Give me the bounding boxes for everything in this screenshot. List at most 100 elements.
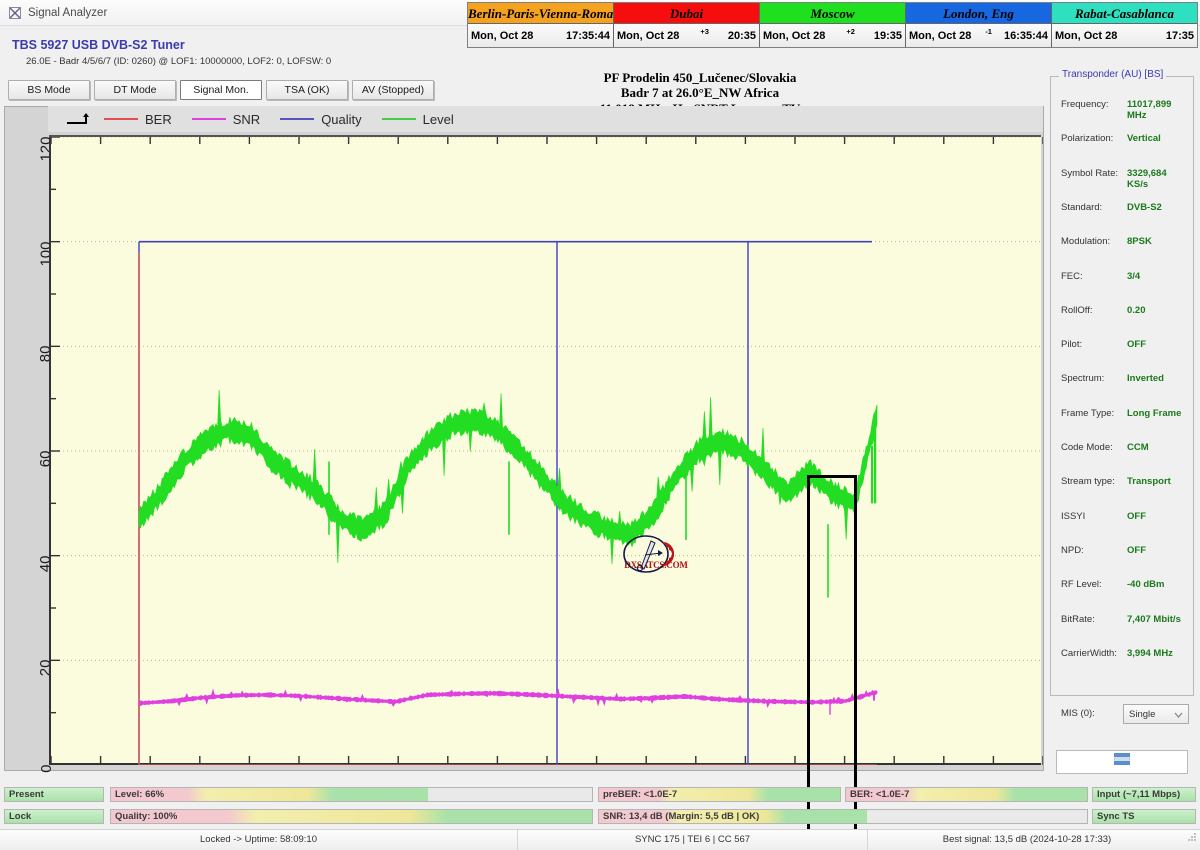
status-bar-label: preBER: <1.0E-7 bbox=[603, 789, 678, 800]
transponder-value: Long Frame bbox=[1127, 407, 1182, 419]
transponder-row: Frequency: 11017,899 MHz bbox=[1061, 99, 1189, 121]
transponder-value: OFF bbox=[1127, 339, 1146, 351]
status-bar-fill bbox=[111, 788, 429, 801]
transponder-panel: Transponder (AU) [BS] MIS (0): Single Fr… bbox=[1050, 69, 1194, 724]
tab-tsa-ok[interactable]: TSA (OK) bbox=[266, 80, 348, 100]
legend-label: Quality bbox=[321, 111, 362, 127]
status-bar-present: Present bbox=[4, 787, 104, 802]
signal-analyzer-icon bbox=[8, 6, 22, 20]
clock-city-name: Moscow bbox=[760, 3, 905, 24]
status-bar-lock: Lock bbox=[4, 809, 104, 824]
clock-time-row: Mon, Oct 28 17:35 bbox=[1052, 24, 1197, 47]
clock-card: Dubai Mon, Oct 28 +3 20:35 bbox=[614, 3, 760, 47]
transponder-key: BitRate: bbox=[1061, 613, 1095, 625]
transponder-value: 3/4 bbox=[1127, 270, 1141, 282]
mis-value: Single bbox=[1129, 708, 1156, 720]
transponder-row: BitRate: 7,407 Mbit/s bbox=[1061, 614, 1189, 630]
status-bar-label: SNR: 13,4 dB (Margin: 5,5 dB | OK) bbox=[603, 811, 760, 822]
transponder-row: Stream type: Transport bbox=[1061, 476, 1189, 492]
transponder-row: Modulation: 8PSK bbox=[1061, 236, 1189, 252]
status-bar-label: BER: <1.0E-7 bbox=[850, 789, 910, 800]
status-bar-label: Lock bbox=[9, 811, 32, 822]
tuner-info: TBS 5927 USB DVB-S2 Tuner 26.0E - Badr 4… bbox=[12, 38, 331, 67]
clock-date: Mon, Oct 28 bbox=[763, 29, 826, 42]
clock-utc-offset: +2 bbox=[846, 27, 855, 36]
status-bar-fill bbox=[846, 788, 1087, 801]
clock-card: Berlin-Paris-Vienna-Roma Mon, Oct 28 17:35… bbox=[468, 3, 614, 47]
status-bar-fill bbox=[599, 788, 840, 801]
clock-city-name: Dubai bbox=[614, 3, 759, 24]
clock-time: 20:35 bbox=[727, 29, 756, 42]
transponder-value: Vertical bbox=[1127, 133, 1161, 145]
satellite-dish-icon bbox=[623, 535, 674, 573]
transponder-list-button[interactable] bbox=[1056, 750, 1188, 774]
mis-dropdown[interactable]: Single bbox=[1123, 704, 1189, 724]
watermark: DXSATCS.COM bbox=[621, 535, 691, 597]
transponder-value: 3329,684 KS/s bbox=[1127, 167, 1167, 190]
clock-city-name: Berlin-Paris-Vienna-Roma bbox=[468, 3, 613, 24]
watermark-text: DXSATCS.COM bbox=[624, 560, 688, 570]
list-icon bbox=[1113, 753, 1131, 771]
transponder-value: CCM bbox=[1127, 442, 1149, 453]
status-bar-fill bbox=[5, 810, 103, 823]
chart-traces bbox=[51, 137, 1043, 765]
legend-swatch bbox=[104, 118, 138, 120]
cursor-arrow-icon bbox=[66, 112, 92, 126]
status-bar-quality: Quality: 100% bbox=[110, 809, 593, 824]
tuner-details: 26.0E - Badr 4/5/6/7 (ID: 0260) @ LOF1: … bbox=[26, 56, 332, 67]
legend-item: Quality bbox=[280, 111, 362, 127]
transponder-key: Frame Type: bbox=[1061, 407, 1115, 419]
transponder-key: FEC: bbox=[1061, 270, 1083, 282]
legend-label: SNR bbox=[232, 111, 261, 127]
clock-card: Rabat-Casablanca Mon, Oct 28 17:35 bbox=[1052, 3, 1197, 47]
transponder-value: 0.20 bbox=[1127, 304, 1146, 316]
status-uptime: Locked -> Uptime: 58:09:10 bbox=[0, 830, 518, 850]
transponder-key: Symbol Rate: bbox=[1061, 167, 1119, 179]
status-bar-fill bbox=[5, 788, 103, 801]
clock-time-row: Mon, Oct 28 17:35:44 bbox=[468, 24, 613, 47]
resize-grip[interactable] bbox=[1186, 830, 1200, 850]
transponder-key: Modulation: bbox=[1061, 236, 1111, 248]
status-bar-level: Level: 66% bbox=[110, 787, 593, 802]
transponder-key: RollOff: bbox=[1061, 304, 1093, 316]
mis-row: MIS (0): Single bbox=[1061, 704, 1189, 724]
tab-dt-mode[interactable]: DT Mode bbox=[94, 80, 176, 100]
clock-date: Mon, Oct 28 bbox=[471, 29, 534, 42]
clock-date: Mon, Oct 28 bbox=[1055, 29, 1118, 42]
legend-item: BER bbox=[104, 112, 172, 127]
clock-utc-offset: +3 bbox=[700, 27, 709, 36]
status-bar-label: Level: 66% bbox=[115, 789, 165, 800]
tab-av-stopped[interactable]: AV (Stopped) bbox=[352, 80, 434, 100]
transponder-row: Standard: DVB-S2 bbox=[1061, 202, 1189, 218]
transponder-key: Stream type: bbox=[1061, 476, 1115, 488]
transponder-row: RF Level: -40 dBm bbox=[1061, 579, 1189, 595]
tab-bs-mode[interactable]: BS Mode bbox=[8, 80, 90, 100]
y-axis-tick-label: 0 bbox=[37, 764, 55, 773]
status-bar-label: Quality: 100% bbox=[115, 811, 178, 822]
transponder-key: Standard: bbox=[1061, 201, 1103, 213]
transponder-row: CarrierWidth: 3,994 MHz bbox=[1061, 648, 1189, 664]
header-line-2: Badr 7 at 26.0°E_NW Africa bbox=[620, 85, 780, 101]
clock-time: 16:35:44 bbox=[1003, 29, 1048, 42]
transponder-row: Frame Type: Long Frame bbox=[1061, 408, 1189, 424]
transponder-value: DVB-S2 bbox=[1127, 201, 1162, 213]
transponder-value: 11017,899 MHz bbox=[1127, 99, 1172, 121]
transponder-value: OFF bbox=[1127, 510, 1146, 522]
tab-signal-mon[interactable]: Signal Mon. bbox=[180, 80, 262, 100]
clock-date: Mon, Oct 28 bbox=[617, 29, 680, 42]
status-sync: SYNC 175 | TEI 6 | CC 567 bbox=[518, 830, 868, 850]
transponder-key: Pilot: bbox=[1061, 339, 1083, 351]
legend-item: Level bbox=[381, 111, 454, 127]
status-bar-label: Sync TS bbox=[1097, 811, 1135, 822]
clock-time-row: Mon, Oct 28 +3 20:35 bbox=[614, 24, 759, 47]
signal-chart[interactable]: 0 20 40 60 80 100 120 DXSATCS.COM bbox=[4, 106, 1044, 846]
legend-label: Level bbox=[422, 111, 454, 127]
clock-time: 19:35 bbox=[873, 29, 902, 42]
transponder-key: Spectrum: bbox=[1061, 373, 1105, 385]
chart-plot-area[interactable]: DXSATCS.COM bbox=[49, 137, 1043, 765]
chart-top-axis bbox=[49, 135, 1041, 137]
status-bar-snr: SNR: 13,4 dB (Margin: 5,5 dB | OK) bbox=[598, 809, 1088, 824]
transponder-value: -40 dBm bbox=[1127, 579, 1165, 591]
transponder-key: CarrierWidth: bbox=[1061, 647, 1117, 659]
bottom-status-bar: Locked -> Uptime: 58:09:10 SYNC 175 | TE… bbox=[0, 829, 1200, 850]
